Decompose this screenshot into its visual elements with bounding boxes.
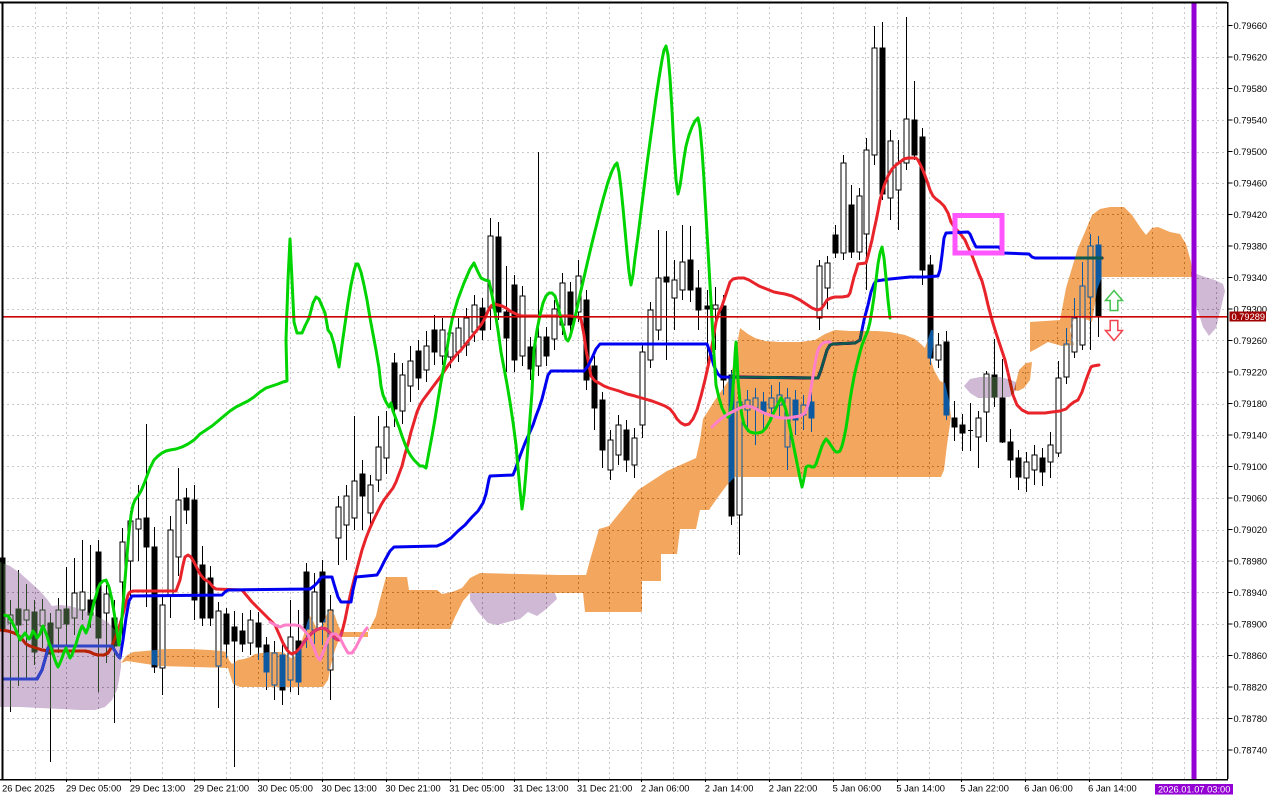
svg-text:0.79020: 0.79020 [1234,525,1268,535]
svg-text:0.78740: 0.78740 [1234,745,1268,755]
svg-text:0.79540: 0.79540 [1234,115,1268,125]
svg-text:0.78780: 0.78780 [1234,714,1268,724]
svg-text:6 Jan 06:00: 6 Jan 06:00 [1024,783,1073,793]
svg-text:0.79289: 0.79289 [1232,312,1266,322]
svg-text:30 Dec 13:00: 30 Dec 13:00 [322,783,377,793]
svg-text:0.78980: 0.78980 [1234,556,1268,566]
svg-text:0.79260: 0.79260 [1234,336,1268,346]
svg-text:5 Jan 06:00: 5 Jan 06:00 [833,783,882,793]
svg-text:31 Dec 21:00: 31 Dec 21:00 [577,783,632,793]
svg-text:0.79580: 0.79580 [1234,84,1268,94]
svg-text:6 Jan 14:00: 6 Jan 14:00 [1088,783,1137,793]
svg-text:0.78940: 0.78940 [1234,588,1268,598]
svg-text:30 Dec 21:00: 30 Dec 21:00 [385,783,440,793]
svg-text:0.79620: 0.79620 [1234,52,1268,62]
svg-text:0.79660: 0.79660 [1234,21,1268,31]
svg-text:5 Jan 14:00: 5 Jan 14:00 [896,783,945,793]
svg-text:0.78860: 0.78860 [1234,651,1268,661]
svg-text:2026.01.07 03:00: 2026.01.07 03:00 [1158,785,1230,795]
svg-text:0.79420: 0.79420 [1234,210,1268,220]
svg-text:0.79140: 0.79140 [1234,430,1268,440]
svg-text:2 Jan 14:00: 2 Jan 14:00 [705,783,754,793]
svg-text:31 Dec 13:00: 31 Dec 13:00 [513,783,568,793]
svg-text:0.78820: 0.78820 [1234,682,1268,692]
svg-text:29 Dec 21:00: 29 Dec 21:00 [194,783,249,793]
svg-text:0.79100: 0.79100 [1234,462,1268,472]
svg-text:26 Dec 2025: 26 Dec 2025 [2,783,55,793]
svg-text:5 Jan 22:00: 5 Jan 22:00 [960,783,1009,793]
svg-text:29 Dec 05:00: 29 Dec 05:00 [66,783,121,793]
svg-text:29 Dec 13:00: 29 Dec 13:00 [130,783,185,793]
svg-text:31 Dec 05:00: 31 Dec 05:00 [449,783,504,793]
svg-text:0.79380: 0.79380 [1234,241,1268,251]
svg-text:0.79220: 0.79220 [1234,367,1268,377]
svg-text:2 Jan 06:00: 2 Jan 06:00 [641,783,690,793]
svg-text:0.79500: 0.79500 [1234,147,1268,157]
svg-text:0.79060: 0.79060 [1234,493,1268,503]
svg-text:0.78900: 0.78900 [1234,619,1268,629]
svg-text:0.79180: 0.79180 [1234,399,1268,409]
svg-text:2 Jan 22:00: 2 Jan 22:00 [769,783,818,793]
svg-text:30 Dec 05:00: 30 Dec 05:00 [258,783,313,793]
svg-text:0.79460: 0.79460 [1234,178,1268,188]
svg-text:0.79300: 0.79300 [1234,304,1268,314]
svg-text:0.79340: 0.79340 [1234,273,1268,283]
